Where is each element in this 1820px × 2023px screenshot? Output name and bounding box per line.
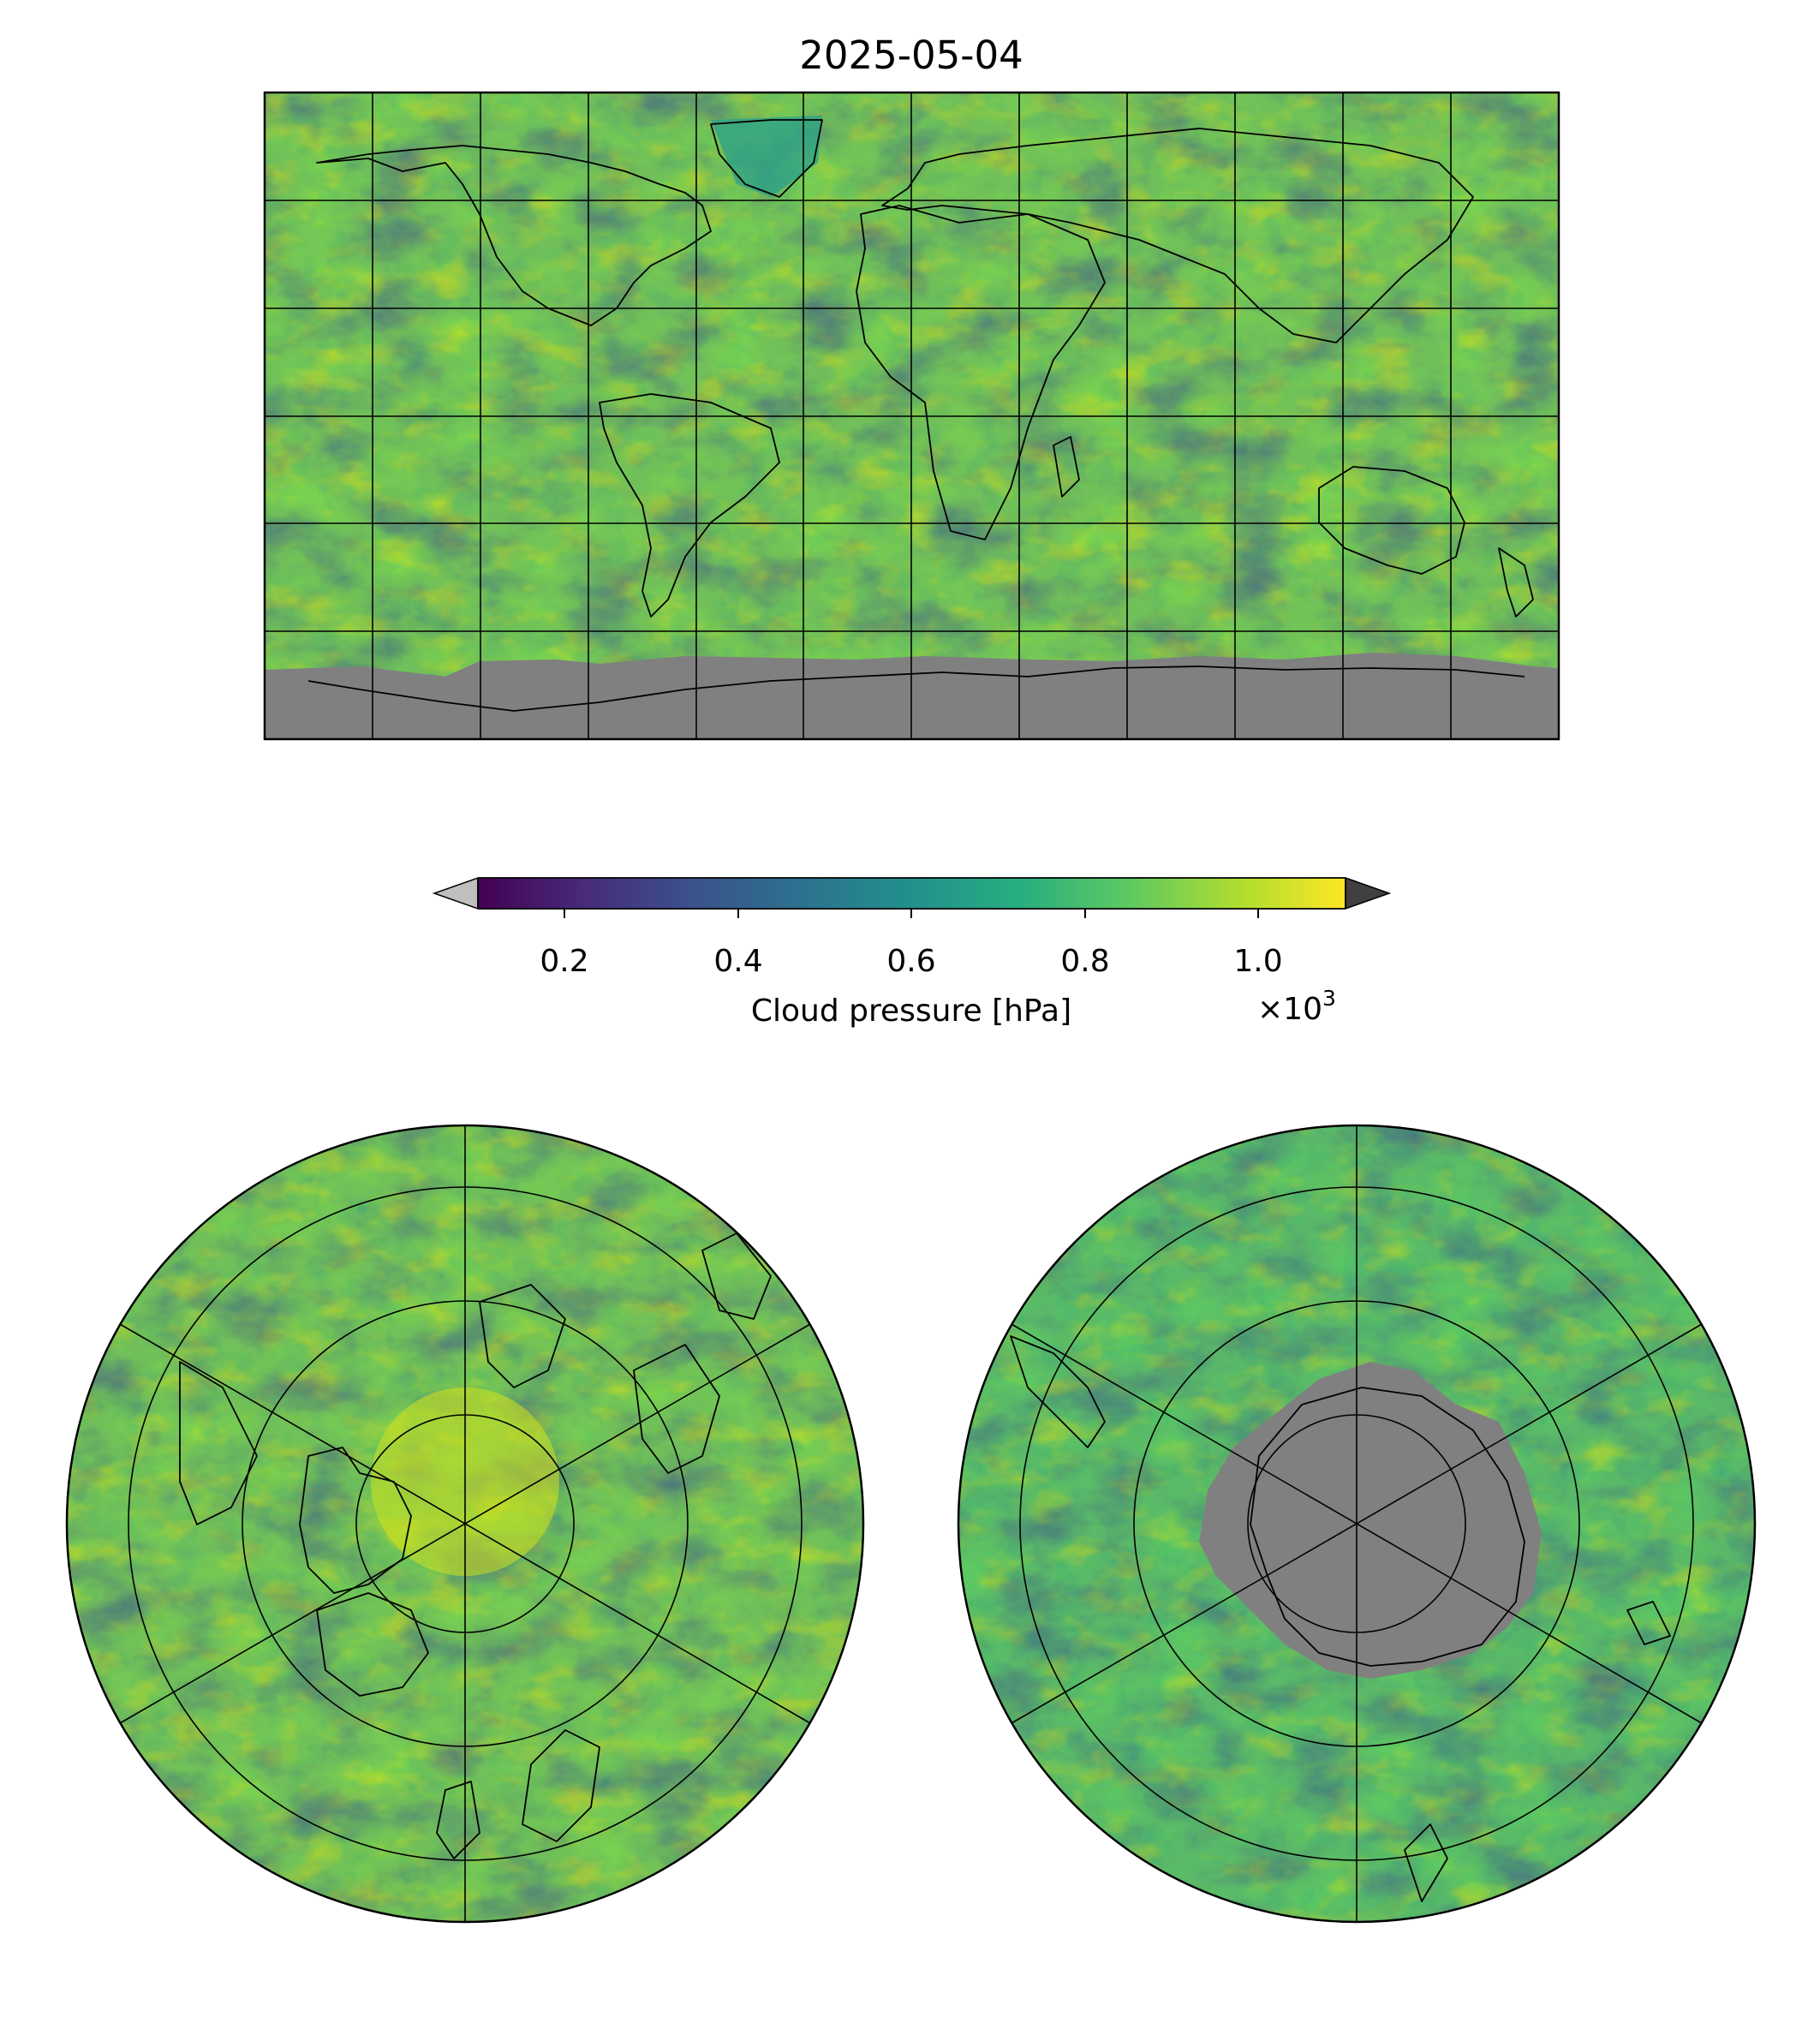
colorbar: 0.2 0.4 0.6 0.8 1.0 Cloud pressure [hPa]… — [432, 876, 1392, 1029]
colorbar-gradient — [478, 878, 1346, 909]
north-polar-gridlines — [119, 1125, 811, 1922]
global-map — [263, 91, 1560, 741]
south-polar-coastlines — [1010, 1335, 1671, 1902]
colorbar-over-extension — [1345, 876, 1392, 910]
colorbar-multiplier-base: ×10 — [1257, 992, 1322, 1027]
colorbar-tick-label: 0.8 — [1060, 944, 1109, 979]
figure-title: 2025-05-04 — [799, 33, 1023, 78]
south-polar-frame — [957, 1124, 1757, 1924]
south-polar-map — [957, 1124, 1757, 1924]
colorbar-multiplier-exponent: 3 — [1322, 986, 1336, 1011]
global-gridlines — [265, 92, 1559, 739]
north-polar-frame — [65, 1124, 865, 1924]
south-polar-gridlines — [1011, 1125, 1703, 1922]
colorbar-tick-label: 0.6 — [886, 944, 935, 979]
colorbar-tick-label: 0.4 — [713, 944, 762, 979]
colorbar-tick-label: 1.0 — [1233, 944, 1282, 979]
colorbar-under-extension — [432, 876, 479, 910]
north-polar-map — [65, 1124, 865, 1924]
global-coastlines — [307, 119, 1534, 712]
colorbar-ticks — [564, 909, 1259, 918]
colorbar-label: Cloud pressure [hPa] — [751, 994, 1071, 1029]
colorbar-multiplier: ×103 — [1257, 986, 1336, 1027]
colorbar-tick-label: 0.2 — [540, 944, 588, 979]
north-polar-coastlines — [179, 1232, 772, 1859]
global-map-frame — [263, 91, 1560, 741]
antarctica-no-data — [1199, 1362, 1542, 1679]
